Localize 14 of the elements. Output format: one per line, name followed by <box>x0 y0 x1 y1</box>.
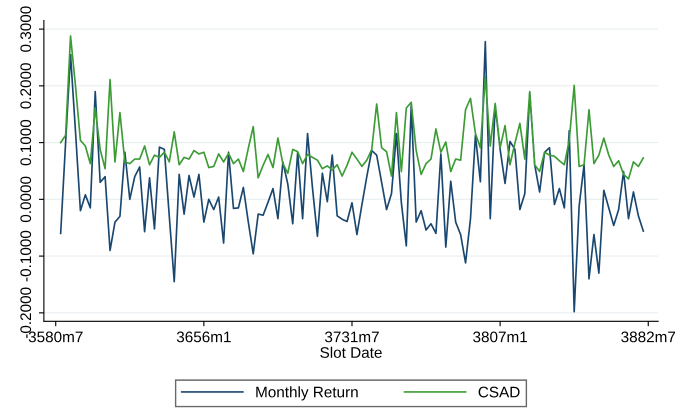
y-tick-label: -0.1000 <box>20 230 32 282</box>
x-axis-title: Slot Date <box>320 346 382 358</box>
x-tick-label: 3807m1 <box>473 331 527 342</box>
y-tick-label: 0.3000 <box>20 6 32 52</box>
y-tick-label: 0.2000 <box>20 63 32 109</box>
legend-label: Monthly Return <box>256 386 358 400</box>
x-tick-label: 3882m7 <box>621 331 675 342</box>
line-series <box>60 40 644 313</box>
legend-label: CSAD <box>478 386 520 398</box>
x-tick-label: 3731m7 <box>324 331 379 342</box>
y-tick-label: 0.1000 <box>20 120 32 166</box>
y-tick-label: 0.0000 <box>20 176 32 222</box>
x-tick-label: 3656m1 <box>176 331 231 342</box>
line-series <box>60 35 644 180</box>
